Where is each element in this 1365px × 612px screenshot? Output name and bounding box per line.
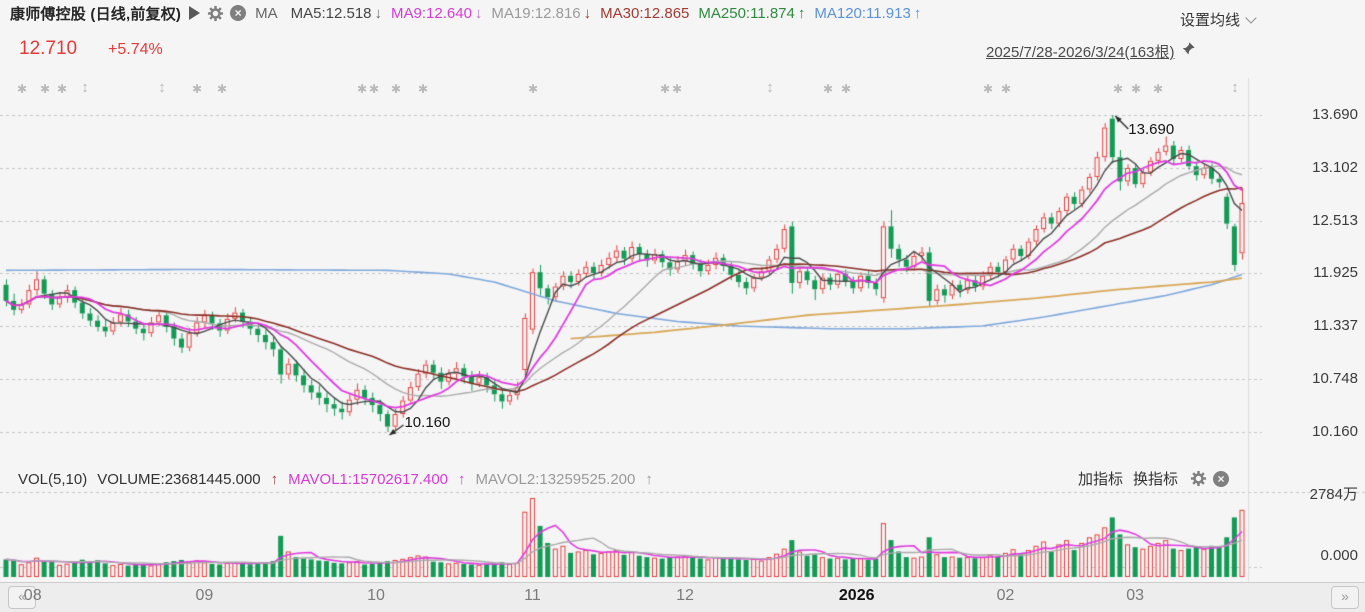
trend-down-icon: ↓: [474, 4, 483, 22]
play-icon[interactable]: [189, 6, 201, 20]
ma120-readout: MA120:11.913 ↑: [814, 4, 922, 22]
gear-icon[interactable]: [1190, 470, 1207, 487]
ma9-readout: MA9:12.640 ↓: [391, 4, 483, 22]
price-axis-label: 13.102: [1312, 159, 1358, 176]
mavol1-readout: MAVOL1:15702617.400: [288, 470, 448, 488]
switch-indicator-button[interactable]: 换指标: [1133, 471, 1179, 488]
star-event-icon[interactable]: ✱: [56, 82, 68, 96]
ma-group-label: MA: [255, 4, 278, 22]
updown-event-icon[interactable]: ↕: [158, 79, 166, 96]
star-event-icon[interactable]: ✱: [368, 82, 380, 96]
star-event-icon[interactable]: ✱: [1000, 82, 1012, 96]
high-annotation: 13.690: [1128, 121, 1175, 138]
star-event-icon[interactable]: ✱: [1130, 82, 1142, 96]
price-axis-label: 11.925: [1313, 264, 1358, 281]
star-event-icon[interactable]: ✱: [216, 82, 228, 96]
price-axis-label: 10.748: [1312, 370, 1358, 387]
time-axis-label: 12: [676, 587, 694, 604]
updown-event-icon[interactable]: ↕: [1231, 79, 1239, 96]
last-price: 12.710: [19, 38, 78, 59]
star-event-icon[interactable]: ✱: [982, 82, 994, 96]
trend-down-icon: ↓: [374, 4, 383, 22]
ma19-readout: MA19:12.816 ↓: [491, 4, 592, 22]
trend-up-icon: ↑: [913, 4, 922, 22]
gear-icon[interactable]: [207, 5, 224, 22]
chevron-down-icon: [1245, 11, 1257, 24]
vol-indicator-label: VOL(5,10): [18, 470, 88, 488]
time-axis-bar: « » 08 09 10 11 12 2026 02 03: [0, 582, 1365, 612]
close-indicator-icon[interactable]: ×: [230, 5, 247, 21]
change-percent: +5.74%: [108, 41, 163, 58]
time-axis-label: 10: [367, 587, 385, 604]
star-event-icon[interactable]: ✱: [822, 82, 834, 96]
star-event-icon[interactable]: ✱: [671, 82, 683, 96]
updown-event-icon[interactable]: ↕: [81, 79, 89, 96]
time-axis-label: 2026: [838, 587, 875, 604]
time-axis-label: 08: [23, 587, 42, 604]
date-range-link[interactable]: 2025/7/28-2026/3/24(163根): [986, 44, 1175, 61]
price-axis-label: 13.690: [1312, 106, 1358, 123]
time-axis-label: 02: [996, 587, 1015, 604]
ma5-readout: MA5:12.518 ↓: [290, 4, 383, 22]
ma30-readout: MA30:12.865: [600, 4, 690, 22]
set-ma-button[interactable]: 设置均线: [1180, 9, 1257, 30]
low-annotation: 10.160: [404, 414, 451, 431]
star-event-icon[interactable]: ✱: [1152, 82, 1164, 96]
volume-toolbar: 加指标 换指标 ×: [1078, 468, 1230, 489]
scroll-right-button[interactable]: »: [1331, 586, 1359, 609]
scroll-left-button[interactable]: «: [8, 586, 36, 609]
star-event-icon[interactable]: ✱: [840, 82, 852, 96]
star-event-icon[interactable]: ✱: [191, 82, 203, 96]
volume-readout: VOLUME:23681445.000: [97, 470, 261, 488]
add-indicator-button[interactable]: 加指标: [1078, 471, 1124, 488]
time-axis-label: 11: [524, 587, 541, 604]
star-event-icon[interactable]: ✱: [527, 82, 539, 96]
updown-event-icon[interactable]: ↕: [766, 79, 774, 96]
star-event-icon[interactable]: ✱: [659, 82, 671, 96]
volume-axis-min: 0.000: [1320, 547, 1358, 564]
trend-up-icon: ↑: [797, 4, 806, 22]
stock-title: 康师傅控股 (日线,前复权): [10, 5, 182, 23]
star-event-icon[interactable]: ✱: [390, 82, 402, 96]
volume-header: VOL(5,10) VOLUME:23681445.000 ↑ MAVOL1:1…: [0, 468, 1365, 490]
price-axis-label: 11.337: [1313, 317, 1358, 334]
trend-up-icon: ↑: [458, 470, 466, 488]
trend-up-icon: ↑: [270, 470, 279, 488]
trend-down-icon: ↓: [583, 4, 592, 22]
star-event-icon[interactable]: ✱: [39, 82, 51, 96]
date-range: 2025/7/28-2026/3/24(163根): [986, 41, 1196, 62]
time-axis-label: 03: [1126, 587, 1145, 604]
price-axis-label: 10.160: [1312, 423, 1358, 440]
pin-icon[interactable]: [1180, 41, 1196, 62]
star-event-icon[interactable]: ✱: [417, 82, 429, 96]
volume-axis-max: 2784万: [1309, 486, 1358, 503]
price-axis-label: 12.513: [1312, 212, 1358, 229]
ma250-readout: MA250:11.874 ↑: [698, 4, 806, 22]
close-pane-icon[interactable]: ×: [1213, 470, 1230, 487]
trend-up-icon: ↑: [645, 470, 653, 488]
time-axis-label: 09: [195, 587, 214, 604]
star-event-icon[interactable]: ✱: [16, 82, 28, 96]
chart-header: 康师傅控股 (日线,前复权) × MA MA5:12.518 ↓ MA9:12.6…: [0, 0, 1365, 26]
star-event-icon[interactable]: ✱: [356, 82, 368, 96]
ma-legend: MA5:12.518 ↓ MA9:12.640 ↓ MA19:12.816 ↓ MA3…: [291, 5, 931, 22]
star-event-icon[interactable]: ✱: [1112, 82, 1124, 96]
mavol2-readout: MAVOL2:13259525.200: [475, 470, 636, 488]
